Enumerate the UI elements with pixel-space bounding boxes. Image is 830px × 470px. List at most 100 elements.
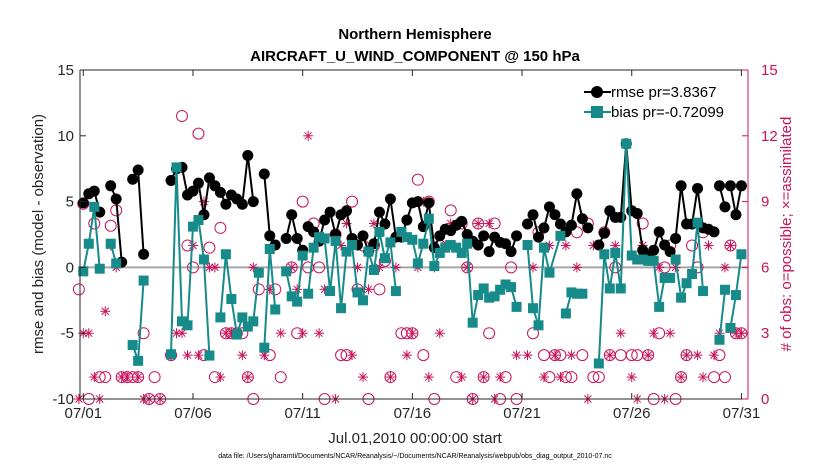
obs-assimilated-stroke (693, 351, 702, 359)
rmse-point (653, 226, 665, 238)
obs-possible-point (592, 371, 605, 384)
rmse-point (511, 230, 523, 242)
obs-possible-point (335, 349, 348, 362)
bias-point (725, 322, 736, 333)
x-tick-label: 07/06 (174, 405, 212, 422)
bias-point (171, 162, 182, 173)
obs-assimilated-point (171, 328, 182, 339)
obs-assimilated-point (456, 372, 467, 383)
bias-point (445, 240, 456, 251)
rmse-point (675, 180, 687, 192)
bias-point (577, 288, 588, 299)
bias-point (347, 240, 358, 251)
x-tick-label: 07/11 (284, 405, 320, 422)
obs-possible-point (686, 239, 699, 252)
bias-point (698, 286, 709, 297)
obs-assimilated-stroke (249, 263, 258, 272)
bias-point (473, 290, 484, 301)
bias-point (297, 250, 308, 261)
legend-bias-label: bias pr=-0.72099 (611, 104, 724, 121)
obs-assimilated-point (209, 262, 220, 273)
legend-box (580, 78, 742, 126)
x-axis-label: Jul.01,2010 00:00:00 start (328, 430, 502, 447)
obs-possible-point (384, 371, 397, 384)
rmse-point (483, 246, 495, 258)
y-tick-label: -10 (52, 391, 74, 408)
obs-assimilated-stroke (611, 241, 620, 250)
rmse-point (576, 213, 588, 225)
obs-assimilated-stroke (710, 351, 718, 359)
obs-possible-point (346, 195, 359, 208)
bias-point (659, 272, 670, 283)
obs-assimilated-point (303, 130, 314, 141)
obs-assimilated-stroke (243, 373, 252, 381)
obs-assimilated-point (665, 328, 676, 339)
rmse-point (324, 206, 336, 218)
obs-assimilated-stroke (732, 329, 740, 338)
bias-point (418, 238, 429, 249)
obs-assimilated-stroke (315, 329, 323, 338)
rmse-point (522, 218, 534, 230)
axes: 07/01 07/06 07/11 07/16 07/21 07/26 07/31 -10 -5… (52, 62, 777, 422)
obs-assimilated-point (297, 328, 308, 339)
chart-title: Northern Hemisphere (338, 26, 491, 43)
rmse-point (648, 244, 660, 256)
bias-point (204, 350, 215, 361)
bias-point (560, 308, 571, 319)
bias-point (336, 303, 347, 314)
bias-point (495, 284, 506, 295)
obs-assimilated-stroke (304, 131, 313, 140)
obs-assimilated-stroke (457, 373, 466, 381)
rmse-point (280, 232, 292, 244)
bias-point (462, 238, 473, 249)
obs-assimilated-point (511, 350, 522, 361)
bias-point (379, 253, 390, 264)
obs-possible-point (587, 371, 600, 384)
bias-point (434, 247, 445, 258)
bias-point (451, 242, 462, 253)
bias-point (429, 261, 440, 272)
bias-point (94, 263, 105, 274)
rmse-point (110, 193, 122, 205)
y-tick-label-right: 0 (761, 391, 769, 408)
legend: rmse pr=3.8367 bias pr=-0.72099 (580, 78, 742, 126)
bias-point (676, 292, 687, 303)
obs-assimilated-stroke (183, 351, 192, 359)
bias-point (407, 234, 418, 245)
bias-point (390, 286, 401, 297)
bias-point (111, 258, 122, 269)
obs-possible-point (186, 261, 199, 274)
obs-assimilated-point (237, 350, 248, 361)
bias-point (643, 255, 654, 266)
obs-assimilated-stroke (84, 329, 93, 338)
bias-point (571, 288, 582, 299)
obs-assimilated-point (708, 350, 719, 361)
obs-possible-point (477, 371, 490, 384)
obs-assimilated-stroke (189, 241, 197, 250)
rmse-point (500, 238, 512, 250)
bias-point (714, 334, 725, 345)
bias-point (303, 288, 314, 299)
obs-assimilated-point (89, 372, 100, 383)
obs-assimilated-point (122, 372, 133, 383)
obs-assimilated-stroke (435, 329, 444, 338)
obs-assimilated-stroke (172, 329, 181, 338)
obs-assimilated-point (407, 328, 418, 339)
y-tick-label: 10 (57, 128, 74, 145)
obs-possible-point (718, 371, 731, 384)
obs-assimilated-stroke (671, 263, 680, 272)
obs-possible-point (203, 241, 216, 254)
rmse-point (505, 246, 517, 258)
bias-point (730, 290, 741, 301)
bias-point (654, 301, 665, 312)
obs-assimilated-stroke (474, 219, 483, 228)
y-tick-label: 0 (66, 259, 74, 276)
rmse-point (543, 201, 555, 213)
obs-possible-point (483, 327, 496, 340)
obs-assimilated-stroke (90, 373, 99, 381)
obs-assimilated-stroke (682, 351, 691, 359)
obs-assimilated-point (719, 262, 730, 273)
rmse-point (401, 214, 413, 226)
obs-possible-point (411, 173, 424, 186)
bias-point (83, 238, 94, 249)
